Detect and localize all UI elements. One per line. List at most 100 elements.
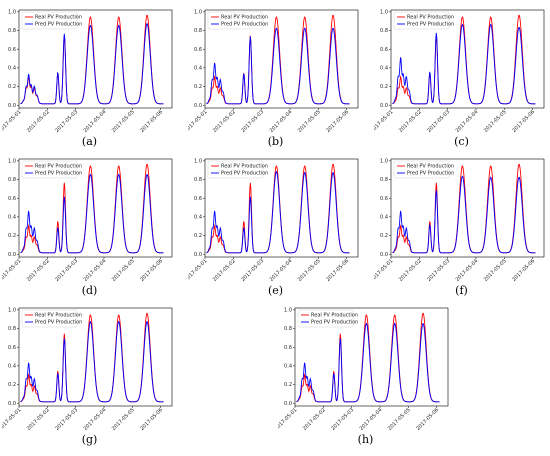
legend-box-c (393, 11, 450, 30)
series-line-h-pred (296, 322, 440, 403)
x-tick-label-f-5: 2017-05-06 (511, 258, 536, 283)
y-tick-label-g-5: 1.0 (8, 308, 16, 314)
y-tick-label-d-3: 0.6 (8, 196, 16, 202)
x-tick-label-f-4: 2017-05-05 (483, 258, 508, 283)
series-line-g-pred (20, 320, 164, 403)
x-tick-label-b-1: 2017-05-02 (212, 109, 237, 134)
y-tick-label-c-3: 0.6 (380, 47, 388, 53)
x-tick-label-a-5: 2017-05-06 (139, 109, 164, 134)
x-tick-label-b-5: 2017-05-06 (325, 109, 350, 134)
panel-caption-c: (c) (454, 135, 469, 148)
y-tick-label-a-2: 0.4 (8, 66, 16, 72)
panel-caption-g: (g) (81, 433, 98, 446)
y-tick-label-e-0: 0.0 (194, 252, 202, 258)
plot-frame-d (18, 158, 173, 258)
y-tick-label-h-4: 0.8 (284, 326, 292, 332)
x-tick-label-h-0: 2017-05-01 (278, 407, 298, 432)
plot-frame-b (204, 9, 359, 109)
legend-box-h (297, 309, 354, 328)
x-tick-label-g-1: 2017-05-02 (26, 407, 51, 432)
x-tick-label-g-4: 2017-05-05 (111, 407, 136, 432)
y-tick-label-c-1: 0.2 (380, 84, 388, 90)
legend-label-c-0: Real PV Production (407, 15, 454, 21)
y-tick-label-b-3: 0.6 (194, 47, 202, 53)
series-line-e-pred (206, 170, 350, 254)
legend-label-e-1: Pred PV Production (221, 171, 268, 177)
y-tick-label-b-1: 0.2 (194, 84, 202, 90)
y-tick-label-c-0: 0.0 (380, 103, 388, 109)
x-tick-label-a-1: 2017-05-02 (26, 109, 51, 134)
panel-caption-b: (b) (267, 135, 284, 148)
legend-label-a-1: Pred PV Production (35, 22, 82, 28)
legend-box-g (21, 309, 78, 328)
x-tick-label-d-1: 2017-05-02 (26, 258, 51, 283)
x-tick-label-h-5: 2017-05-06 (415, 407, 440, 432)
chart-panel-b: 0.0 0.2 0.4 0.6 0.8 1.0 2017-05-01 2017-05-02 20… (188, 4, 363, 153)
chart-panel-c: 0.0 0.2 0.4 0.6 0.8 1.0 2017-05-01 2017-05-02 20… (374, 4, 549, 153)
plot-frame-g (18, 307, 173, 407)
y-tick-label-b-4: 0.8 (194, 28, 202, 34)
chart-panel-g: 0.0 0.2 0.4 0.6 0.8 1.0 2017-05-01 2017-05-02 20… (2, 302, 177, 451)
legend-label-g-1: Pred PV Production (35, 320, 82, 326)
legend-box-f (393, 160, 450, 179)
x-tick-label-f-3: 2017-05-04 (455, 258, 480, 283)
panel-caption-h: (h) (357, 433, 374, 446)
x-tick-label-f-0: 2017-05-01 (374, 258, 394, 283)
x-tick-label-a-3: 2017-05-04 (83, 109, 108, 134)
x-tick-label-d-0: 2017-05-01 (2, 258, 22, 283)
y-tick-label-f-4: 0.8 (380, 177, 388, 183)
panel-caption-f: (f) (455, 284, 468, 297)
plot-frame-f (390, 158, 545, 258)
y-tick-label-f-5: 1.0 (380, 159, 388, 165)
chart-panel-a: 0.0 0.2 0.4 0.6 0.8 1.0 2017-05-01 2017-05-02 20… (2, 4, 177, 153)
y-tick-label-e-1: 0.2 (194, 233, 202, 239)
x-tick-label-f-2: 2017-05-03 (426, 258, 451, 283)
series-line-d-pred (20, 173, 164, 254)
y-tick-label-f-2: 0.4 (380, 215, 388, 221)
chart-panel-d: 0.0 0.2 0.4 0.6 0.8 1.0 2017-05-01 2017-05-02 20… (2, 153, 177, 302)
x-tick-label-a-4: 2017-05-05 (111, 109, 136, 134)
y-tick-label-c-4: 0.8 (380, 28, 388, 34)
x-tick-label-b-2: 2017-05-03 (240, 109, 265, 134)
chart-panel-f: 0.0 0.2 0.4 0.6 0.8 1.0 2017-05-01 2017-05-02 20… (374, 153, 549, 302)
legend-label-g-0: Real PV Production (35, 313, 82, 319)
plot-frame-h (294, 307, 449, 407)
y-tick-label-e-4: 0.8 (194, 177, 202, 183)
y-tick-label-g-3: 0.6 (8, 345, 16, 351)
x-tick-label-f-1: 2017-05-02 (398, 258, 423, 283)
x-tick-label-d-5: 2017-05-06 (139, 258, 164, 283)
x-tick-label-h-3: 2017-05-04 (359, 407, 384, 432)
series-line-a-pred (20, 23, 164, 105)
x-tick-label-e-5: 2017-05-06 (325, 258, 350, 283)
x-tick-label-b-3: 2017-05-04 (269, 109, 294, 134)
panel-caption-e: (e) (267, 284, 284, 297)
legend-label-h-0: Real PV Production (311, 313, 358, 319)
x-tick-label-g-2: 2017-05-03 (54, 407, 79, 432)
y-tick-label-f-3: 0.6 (380, 196, 388, 202)
x-tick-label-e-4: 2017-05-05 (297, 258, 322, 283)
y-tick-label-a-5: 1.0 (8, 10, 16, 16)
series-line-b-pred (206, 27, 350, 105)
x-tick-label-d-3: 2017-05-04 (83, 258, 108, 283)
legend-label-e-0: Real PV Production (221, 164, 268, 170)
legend-label-d-0: Real PV Production (35, 164, 82, 170)
x-tick-label-e-1: 2017-05-02 (212, 258, 237, 283)
x-tick-label-h-2: 2017-05-03 (330, 407, 355, 432)
y-tick-label-d-2: 0.4 (8, 215, 16, 221)
y-tick-label-a-4: 0.8 (8, 28, 16, 34)
y-tick-label-c-5: 1.0 (380, 10, 388, 16)
x-tick-label-g-0: 2017-05-01 (2, 407, 22, 432)
